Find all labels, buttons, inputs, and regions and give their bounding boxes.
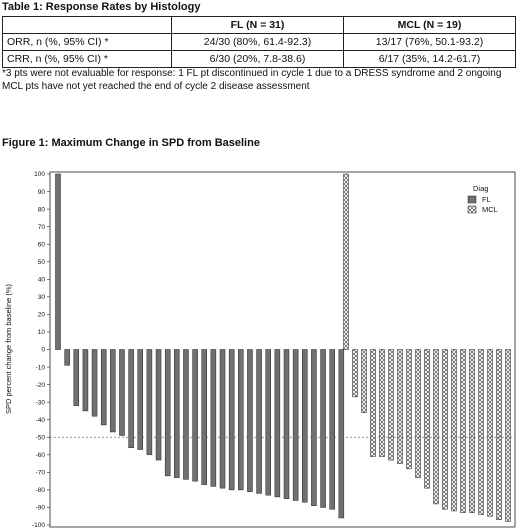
- table-footnote: *3 pts were not evaluable for response: …: [2, 68, 502, 92]
- bar-fl: [256, 349, 262, 494]
- cell-mcl: 6/17 (35%, 14.2-61.7): [343, 50, 516, 68]
- bar-fl: [274, 349, 281, 498]
- y-tick-label: -100: [32, 522, 45, 529]
- legend-swatch-fl: [467, 195, 477, 204]
- y-tick-label: -50: [36, 434, 46, 441]
- bar-fl: [210, 349, 217, 487]
- bar-mcl: [451, 349, 457, 512]
- bar-mcl: [487, 349, 493, 517]
- y-tick-label: 40: [38, 277, 46, 284]
- legend-label-mcl: MCL: [482, 205, 498, 214]
- bar-fl: [302, 349, 308, 503]
- y-tick-label: 10: [38, 329, 46, 336]
- y-tick-label: 100: [34, 171, 45, 178]
- y-tick-label: -70: [36, 470, 46, 477]
- response-table: FL (N = 31) MCL (N = 19) ORR, n (%, 95% …: [2, 16, 516, 68]
- bar-fl: [219, 349, 226, 489]
- bar-mcl: [496, 349, 502, 520]
- bar-mcl: [469, 349, 475, 513]
- cell-fl: 24/30 (80%, 61.4-92.3): [171, 33, 344, 51]
- y-tick-label: 20: [38, 312, 46, 319]
- bar-fl: [155, 349, 162, 461]
- bar-fl: [91, 349, 98, 417]
- bar-fl: [73, 349, 80, 406]
- bar-mcl: [352, 349, 358, 398]
- bar-mcl: [397, 349, 403, 464]
- bar-mcl: [370, 349, 376, 457]
- y-tick-label: -20: [36, 382, 46, 389]
- bar-mcl: [442, 349, 448, 510]
- bar-fl: [265, 349, 271, 496]
- legend-label-fl: FL: [482, 195, 491, 204]
- bar-mcl: [361, 349, 367, 413]
- y-tick-label: 50: [38, 259, 46, 266]
- y-tick-label: -30: [36, 399, 46, 406]
- bar-fl: [228, 349, 235, 491]
- bar-mcl: [379, 349, 385, 457]
- bar-fl: [320, 349, 326, 508]
- cell-fl: 6/30 (20%, 7.8-38.6): [171, 50, 344, 68]
- y-tick-label: 60: [38, 241, 46, 248]
- y-tick-label: 90: [38, 189, 46, 196]
- legend-title: Diag: [473, 184, 488, 193]
- bar-mcl: [505, 349, 511, 522]
- bar-fl: [146, 349, 153, 456]
- bar-mcl: [388, 349, 394, 461]
- y-tick-label: -40: [36, 417, 46, 424]
- bar-fl: [128, 349, 134, 449]
- bar-fl: [183, 349, 189, 480]
- y-tick-label: 70: [38, 224, 46, 231]
- bar-fl: [137, 349, 144, 450]
- bar-fl: [110, 349, 116, 433]
- bar-fl: [329, 349, 335, 510]
- y-axis-label: SPD percent change from baseline (%): [4, 283, 13, 414]
- bar-fl: [82, 349, 89, 412]
- table-row-crr: CRR, n (%, 95% CI) * 6/30 (20%, 7.8-38.6…: [2, 50, 516, 68]
- bar-fl: [55, 173, 61, 350]
- y-tick-label: 0: [41, 347, 45, 354]
- y-tick-label: -10: [36, 364, 46, 371]
- bar-mcl: [406, 349, 412, 470]
- y-tick-label: -80: [36, 487, 46, 494]
- row-label: CRR, n (%, 95% CI) *: [2, 50, 172, 68]
- y-tick-label: -90: [36, 505, 46, 512]
- bar-fl: [164, 349, 171, 477]
- bar-fl: [247, 349, 253, 492]
- bar-fl: [283, 349, 290, 499]
- bar-fl: [64, 349, 70, 366]
- bar-fl: [201, 349, 207, 485]
- bar-fl: [119, 349, 125, 436]
- y-tick-label: -60: [36, 452, 46, 459]
- bar-fl: [311, 349, 317, 506]
- bar-fl: [338, 349, 345, 519]
- bar-mcl: [415, 349, 421, 478]
- legend: Diag FL MCL: [467, 184, 498, 214]
- bar-fl: [192, 349, 198, 482]
- bar-fl: [174, 349, 180, 478]
- y-tick-label: 80: [38, 206, 46, 213]
- table-row-orr: ORR, n (%, 95% CI) * 24/30 (80%, 61.4-92…: [2, 33, 516, 51]
- bar-mcl: [343, 173, 349, 350]
- bar-mcl: [424, 349, 430, 489]
- figure-title: Figure 1: Maximum Change in SPD from Bas…: [2, 137, 260, 149]
- bar-mcl: [433, 349, 439, 505]
- y-tick-label: 30: [38, 294, 46, 301]
- bar-mcl: [478, 349, 484, 515]
- legend-swatch-mcl: [467, 205, 477, 214]
- bar-fl: [238, 349, 244, 491]
- bar-fl: [100, 349, 107, 426]
- bar-mcl: [460, 349, 466, 513]
- bar-fl: [292, 349, 299, 501]
- table-title: Table 1: Response Rates by Histology: [2, 1, 201, 13]
